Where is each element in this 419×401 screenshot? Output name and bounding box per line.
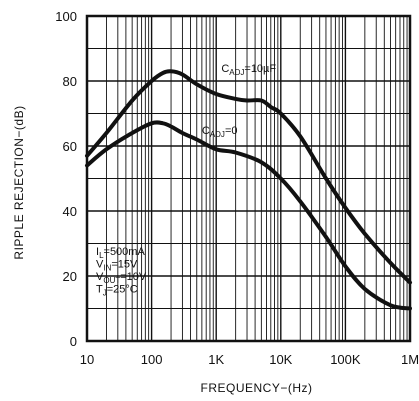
y-tick-label: 100	[55, 9, 77, 24]
y-tick-label: 80	[63, 74, 77, 89]
series-curves	[85, 69, 412, 311]
y-tick-label: 60	[63, 139, 77, 154]
x-axis-label: FREQUENCY−(Hz)	[200, 381, 312, 395]
x-tick-label: 1M	[401, 352, 419, 367]
plot-frame	[85, 14, 412, 343]
y-tick-label: 40	[63, 204, 77, 219]
x-tick-label: 10	[80, 352, 94, 367]
series-line	[85, 69, 412, 285]
y-tick-label: 0	[70, 334, 77, 349]
condition-line: VIN=15V	[96, 259, 138, 273]
grid-lines	[87, 16, 410, 341]
series-line	[85, 120, 412, 311]
x-tick-label: 100K	[330, 352, 361, 367]
series-label: CADJ=0	[202, 125, 238, 139]
condition-line: VOUT=10V	[96, 271, 147, 285]
y-axis-label: RIPPLE REJECTION−(dB)	[12, 105, 26, 259]
x-tick-label: 10K	[269, 352, 292, 367]
x-tick-labels: 10 100 1K 10K 100K 1M	[80, 352, 419, 367]
y-tick-labels: 0 20 40 60 80 100	[55, 9, 77, 349]
condition-line: TJ=25°C	[96, 284, 138, 298]
series-label: CADJ=10µF	[221, 63, 276, 77]
condition-line: IL=500mA	[96, 246, 145, 260]
series-labels: CADJ=10µF CADJ=0	[202, 63, 277, 139]
x-tick-label: 100	[141, 352, 163, 367]
x-tick-label: 1K	[208, 352, 224, 367]
y-tick-label: 20	[63, 269, 77, 284]
